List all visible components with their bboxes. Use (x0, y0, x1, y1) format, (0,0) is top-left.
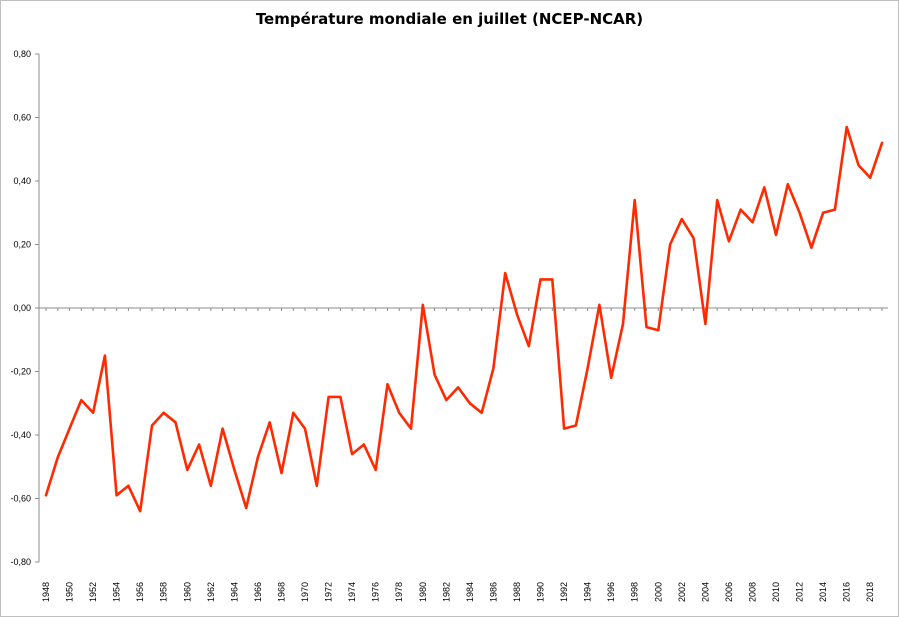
x-tick-label: 1950 (65, 582, 75, 602)
y-tick-label: 0,60 (13, 113, 31, 123)
x-tick-label: 1962 (206, 582, 216, 602)
x-tick-label: 1986 (488, 582, 498, 602)
y-tick-label: 0,40 (13, 176, 31, 186)
x-tick-label: 2010 (771, 582, 781, 602)
x-tick-label: 1990 (536, 582, 546, 602)
x-tick-label: 2006 (724, 582, 734, 602)
x-tick-label: 2008 (747, 582, 757, 602)
y-tick-label: 0,20 (13, 240, 31, 250)
x-tick-label: 1984 (465, 582, 475, 602)
x-tick-label: 1954 (112, 582, 122, 602)
x-axis-ticks: 1948 1950 1952 1954 1956 1958 1960 1962 1964 1966… (41, 308, 883, 602)
x-tick-label: 1964 (229, 582, 239, 602)
x-tick-label: 1980 (418, 582, 428, 602)
x-tick-label: 2004 (700, 582, 710, 602)
x-tick-label: 2000 (653, 582, 663, 602)
y-tick-label: -0,60 (10, 494, 31, 504)
x-tick-label: 1956 (135, 582, 145, 602)
series-line (44, 125, 884, 513)
x-tick-label: 2018 (865, 582, 875, 602)
y-axis-ticks: 0,80 0,60 0,40 0,20 0,00 -0,20 -0,40 -0,60 -0,80 (10, 49, 39, 567)
x-tick-label: 1976 (371, 582, 381, 602)
y-tick-label: -0,40 (10, 430, 31, 440)
x-tick-label: 1970 (300, 582, 310, 602)
x-tick-label: 1968 (276, 582, 286, 602)
x-tick-label: 2014 (818, 582, 828, 602)
x-tick-label: 1966 (253, 582, 263, 602)
x-tick-label: 1992 (559, 582, 569, 602)
x-tick-label: 1988 (512, 582, 522, 602)
y-tick-label: -0,80 (10, 557, 31, 567)
y-tick-label: 0,00 (13, 303, 31, 313)
x-tick-label: 1972 (324, 582, 334, 602)
x-tick-label: 1998 (630, 582, 640, 602)
x-tick-label: 2002 (677, 582, 687, 602)
y-tick-label: 0,80 (13, 49, 31, 59)
x-tick-label: 1982 (441, 582, 451, 602)
x-tick-label: 1948 (41, 582, 51, 602)
x-tick-label: 1978 (394, 582, 404, 602)
x-tick-label: 1994 (583, 582, 593, 602)
x-tick-label: 1960 (182, 582, 192, 602)
x-tick-label: 2016 (842, 582, 852, 602)
chart-title: Température mondiale en juillet (NCEP-NC… (255, 10, 644, 28)
series-group (44, 125, 884, 513)
x-tick-label: 1996 (606, 582, 616, 602)
axes (38, 54, 888, 562)
x-tick-label: 1952 (88, 582, 98, 602)
x-tick-label: 1974 (347, 582, 357, 602)
y-tick-label: -0,20 (10, 367, 31, 377)
x-tick-label: 2012 (795, 582, 805, 602)
x-tick-label: 1958 (159, 582, 169, 602)
